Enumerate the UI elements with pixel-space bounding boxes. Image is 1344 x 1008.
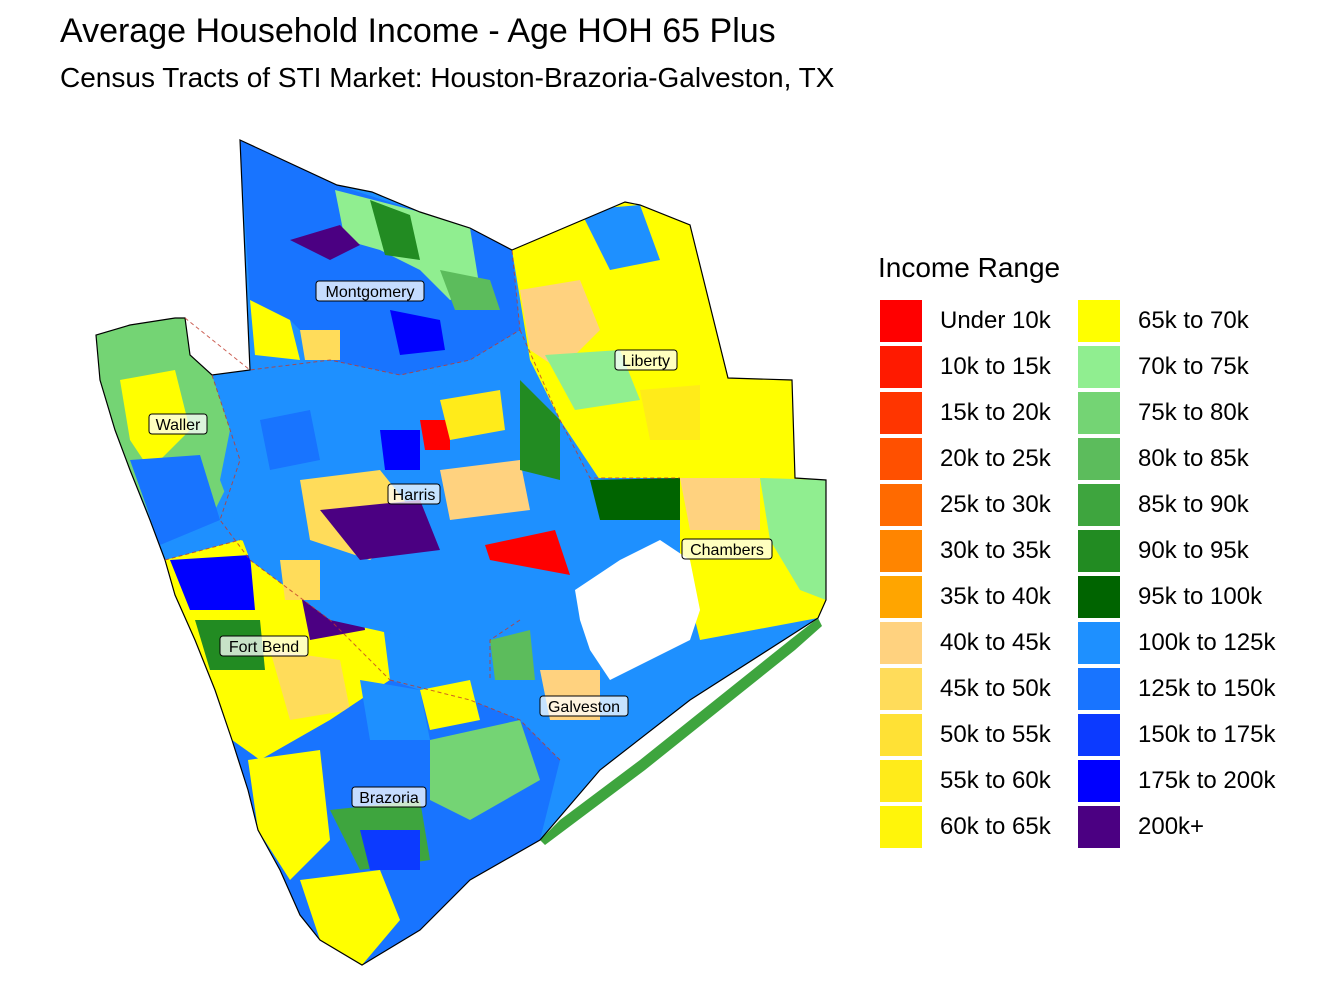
county-labels: Montgomery Liberty Waller Harris Chamber… <box>148 280 773 808</box>
svg-text:Montgomery: Montgomery <box>326 284 415 301</box>
legend-item: 10k to 15k <box>878 344 1076 390</box>
map-subtitle: Census Tracts of STI Market: Houston-Bra… <box>60 62 835 93</box>
legend-label: 90k to 95k <box>1138 537 1249 564</box>
svg-text:Liberty: Liberty <box>622 353 670 370</box>
county-label-harris: Harris <box>387 483 441 505</box>
legend-label: 150k to 175k <box>1138 721 1276 748</box>
legend-label: 100k to 125k <box>1138 629 1276 656</box>
legend-swatch <box>1078 576 1120 618</box>
legend-label: 25k to 30k <box>940 491 1051 518</box>
legend-item: 200k+ <box>1076 804 1296 850</box>
legend-label: 125k to 150k <box>1138 675 1276 702</box>
legend-label: 35k to 40k <box>940 583 1051 610</box>
legend-swatch <box>1078 760 1120 802</box>
legend-swatch <box>880 714 922 756</box>
svg-text:Brazoria: Brazoria <box>359 790 419 807</box>
legend-label: 70k to 75k <box>1138 353 1249 380</box>
legend-label: 45k to 50k <box>940 675 1051 702</box>
legend-label: 80k to 85k <box>1138 445 1249 472</box>
legend-item: 45k to 50k <box>878 666 1076 712</box>
legend-item: 150k to 175k <box>1076 712 1296 758</box>
legend-item: 35k to 40k <box>878 574 1076 620</box>
legend-swatch <box>1078 668 1120 710</box>
legend: Income Range Under 10k 10k to 15k 15k to 2… <box>878 252 1296 850</box>
legend-label: 65k to 70k <box>1138 307 1249 334</box>
legend-swatch <box>880 530 922 572</box>
county-label-liberty: Liberty <box>614 349 678 371</box>
county-label-waller: Waller <box>148 413 208 435</box>
legend-item: 70k to 75k <box>1076 344 1296 390</box>
legend-swatch <box>880 346 922 388</box>
legend-label: 55k to 60k <box>940 767 1051 794</box>
legend-item: 60k to 65k <box>878 804 1076 850</box>
legend-item: 50k to 55k <box>878 712 1076 758</box>
legend-title: Income Range <box>878 252 1061 283</box>
legend-item: 90k to 95k <box>1076 528 1296 574</box>
legend-swatch <box>880 484 922 526</box>
legend-item: 95k to 100k <box>1076 574 1296 620</box>
legend-label: 20k to 25k <box>940 445 1051 472</box>
legend-item: 100k to 125k <box>1076 620 1296 666</box>
legend-label: 175k to 200k <box>1138 767 1276 794</box>
legend-item: 20k to 25k <box>878 436 1076 482</box>
svg-text:Waller: Waller <box>156 417 201 434</box>
legend-item: 40k to 45k <box>878 620 1076 666</box>
legend-label: Under 10k <box>940 307 1051 334</box>
svg-text:Harris: Harris <box>393 487 436 504</box>
legend-swatch <box>1078 806 1120 848</box>
legend-item: 125k to 150k <box>1076 666 1296 712</box>
legend-swatch <box>880 392 922 434</box>
legend-item: 55k to 60k <box>878 758 1076 804</box>
legend-swatch <box>880 576 922 618</box>
legend-swatch <box>1078 714 1120 756</box>
legend-swatch <box>880 622 922 664</box>
legend-label: 200k+ <box>1138 813 1205 840</box>
choropleth-map: Montgomery Liberty Waller Harris Chamber… <box>95 139 827 966</box>
legend-item: 85k to 90k <box>1076 482 1296 528</box>
legend-label: 50k to 55k <box>940 721 1051 748</box>
legend-label: 15k to 20k <box>940 399 1051 426</box>
legend-item: 175k to 200k <box>1076 758 1296 804</box>
legend-label: 30k to 35k <box>940 537 1051 564</box>
legend-label: 60k to 65k <box>940 813 1051 840</box>
legend-swatch <box>1078 392 1120 434</box>
legend-item: 80k to 85k <box>1076 436 1296 482</box>
legend-swatch <box>1078 530 1120 572</box>
legend-swatch <box>880 668 922 710</box>
legend-label: 75k to 80k <box>1138 399 1249 426</box>
legend-swatch <box>880 438 922 480</box>
legend-item: Under 10k <box>878 298 1076 344</box>
county-label-fort-bend: Fort Bend <box>219 635 309 657</box>
legend-item: 25k to 30k <box>878 482 1076 528</box>
svg-text:Galveston: Galveston <box>548 699 620 716</box>
legend-item: 30k to 35k <box>878 528 1076 574</box>
legend-swatch <box>1078 438 1120 480</box>
legend-swatch <box>1078 300 1120 342</box>
legend-swatch <box>1078 346 1120 388</box>
legend-item: 65k to 70k <box>1076 298 1296 344</box>
legend-swatch <box>880 806 922 848</box>
legend-swatch <box>880 760 922 802</box>
legend-label: 10k to 15k <box>940 353 1051 380</box>
legend-swatch <box>1078 622 1120 664</box>
svg-text:Chambers: Chambers <box>690 542 764 559</box>
legend-label: 85k to 90k <box>1138 491 1249 518</box>
county-label-galveston: Galveston <box>539 695 629 717</box>
legend-items: Under 10k 10k to 15k 15k to 20k 20k to 25k 2… <box>878 298 1296 850</box>
county-label-montgomery: Montgomery <box>315 280 425 302</box>
map-title: Average Household Income - Age HOH 65 Pl… <box>60 12 776 50</box>
legend-swatch <box>1078 484 1120 526</box>
county-label-chambers: Chambers <box>681 538 773 560</box>
legend-label: 40k to 45k <box>940 629 1051 656</box>
legend-label: 95k to 100k <box>1138 583 1263 610</box>
legend-item: 75k to 80k <box>1076 390 1296 436</box>
svg-text:Fort Bend: Fort Bend <box>229 639 299 656</box>
legend-swatch <box>880 300 922 342</box>
legend-item: 15k to 20k <box>878 390 1076 436</box>
county-label-brazoria: Brazoria <box>351 786 427 808</box>
